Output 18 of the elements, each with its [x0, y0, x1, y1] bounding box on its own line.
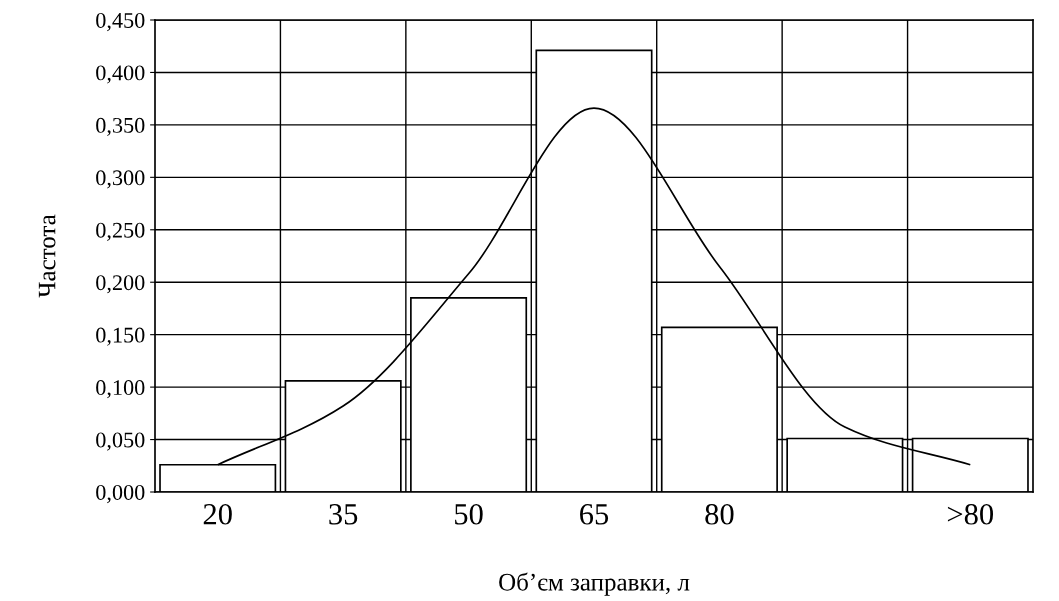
x-axis-title: Об’єм заправки, л — [499, 572, 690, 596]
x-tick-label: 35 — [329, 504, 358, 525]
x-tick-label: >80 — [947, 503, 994, 525]
y-tick-label: 0,100 — [96, 380, 145, 399]
y-tick-label: 0,350 — [96, 117, 145, 137]
y-tick-label: 0,000 — [96, 484, 145, 504]
x-tick-label: 50 — [455, 503, 483, 525]
y-tick-label: 0,450 — [96, 12, 145, 32]
y-tick-label: 0,250 — [96, 222, 145, 241]
x-tick-label: 80 — [705, 503, 734, 525]
y-axis-title: Частота — [38, 214, 56, 298]
y-tick-label: 0,050 — [96, 432, 145, 451]
x-tick-label: 65 — [580, 504, 609, 525]
x-tick-label: 20 — [203, 503, 232, 525]
y-tick-label: 0,200 — [96, 275, 145, 294]
y-tick-label: 0,400 — [96, 65, 145, 84]
y-tick-label: 0,150 — [96, 327, 145, 346]
y-tick-label: 0,300 — [96, 170, 145, 189]
